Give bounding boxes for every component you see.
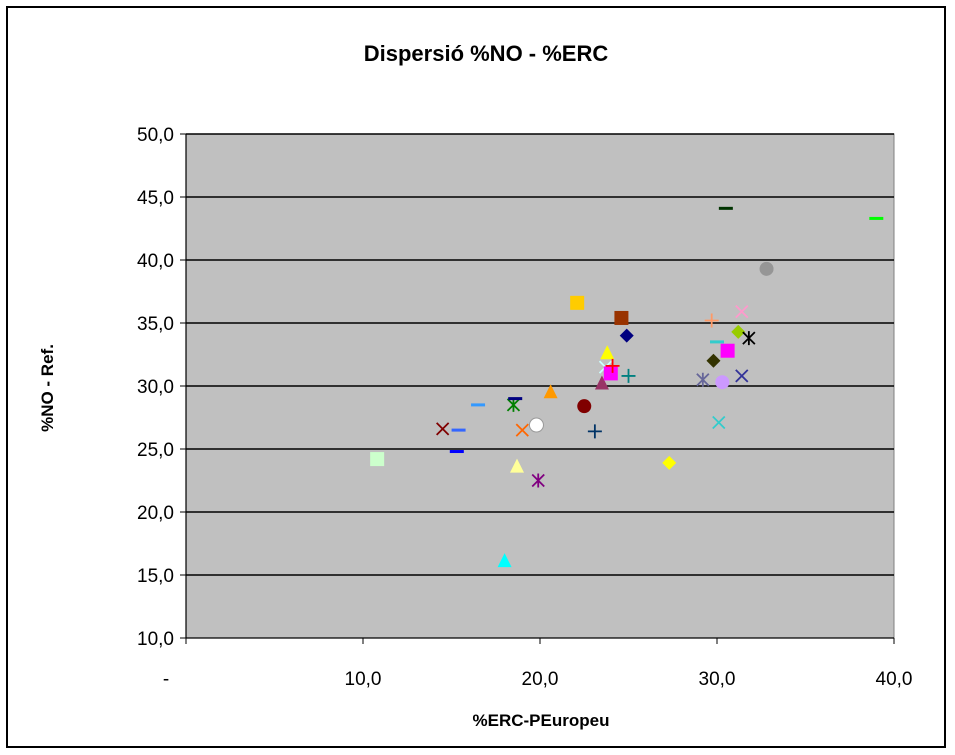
y-tick-label: 20,0 [137,503,174,524]
data-point [600,345,615,360]
data-point [603,366,618,381]
data-point [587,424,602,439]
data-point [614,310,629,325]
data-point [715,375,730,390]
data-point [742,331,756,346]
data-point [712,415,726,430]
data-point [759,261,774,276]
y-axis-label: %NO - Ref. [38,344,57,432]
data-point [605,358,620,373]
data-point [531,473,545,488]
y-axis-ticks: 10,0 15,0 20,0 25,0 30,0 35,0 40,0 45,0 50,0 [137,125,186,650]
data-point [543,384,558,399]
data-point [662,455,677,470]
data-point [735,305,749,319]
chart-title: Dispersió %NO - %ERC [364,41,609,66]
x-axis-ticks: - 10,0 20,0 30,0 40,0 [163,638,913,690]
x-axis-label: %ERC-PEuropeu [473,711,610,730]
y-tick-label: 10,0 [137,629,174,650]
gridlines [186,133,894,576]
data-point [497,553,512,568]
data-point [696,372,710,387]
data-point [720,343,735,358]
data-point [594,375,609,390]
y-tick-label: 40,0 [137,251,174,272]
data-point [577,399,592,414]
x-tick-label: - [163,669,169,690]
data-point [509,458,524,473]
data-point [570,295,585,310]
data-point [436,422,450,436]
x-tick-label: 10,0 [345,669,382,690]
y-tick-label: 50,0 [137,125,174,146]
y-tick-label: 35,0 [137,314,174,335]
x-tick-label: 30,0 [699,669,736,690]
data-point [528,417,544,433]
y-tick-label: 25,0 [137,440,174,461]
data-point [735,369,749,383]
data-point [731,324,746,339]
y-tick-label: 30,0 [137,377,174,398]
data-point [706,353,721,368]
x-tick-label: 40,0 [876,669,913,690]
data-point [621,368,636,383]
data-point [619,328,634,343]
y-tick-label: 15,0 [137,566,174,587]
x-tick-label: 20,0 [522,669,559,690]
data-point [370,452,385,467]
data-point [515,423,529,437]
data-points [370,206,884,568]
data-point [506,397,521,412]
data-point [704,313,719,328]
y-tick-label: 45,0 [137,188,174,209]
